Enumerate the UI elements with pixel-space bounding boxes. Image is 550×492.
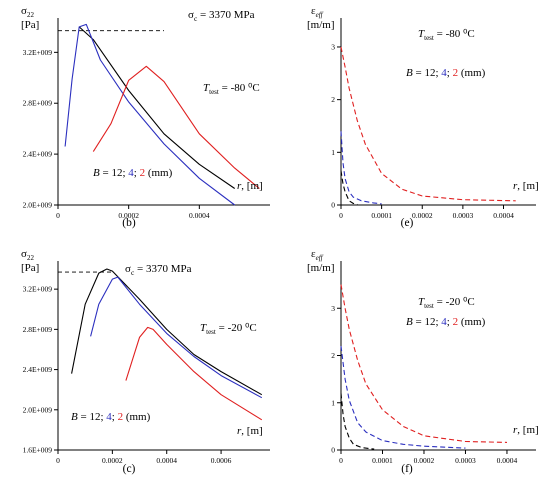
series-legend: B = 12; 4; 2 (mm) [93,167,173,179]
x-tick-label: 0.0006 [211,456,232,465]
subfigure-label: (e) [401,217,414,229]
x-tick-label: 0 [56,211,60,220]
y-tick-label: 2 [331,95,335,104]
y-tick-label: 3 [331,304,335,313]
legend-item-12: 12 [111,167,122,179]
y-tick-label: 2.4E+009 [23,150,53,159]
series-line-b2 [340,284,508,443]
test-temperature-label: Ttest = -80 ⁰C [418,28,475,42]
x-tick-label: 0.0001 [372,456,393,465]
series-line-b2 [92,65,260,189]
y-axis-label: εeff [311,248,324,262]
x-axis-label: r, [m] [513,180,539,192]
y-tick-label: 1.6E+009 [23,446,53,455]
series-legend: B = 12; 4; 2 (mm) [406,67,486,79]
x-tick-label: 0.0004 [493,211,514,220]
series-line-b4 [64,23,236,206]
y-axis-label: σ22 [21,5,34,19]
x-tick-label: 0.0001 [371,211,392,220]
series-line-b12 [71,268,263,396]
y-tick-label: 2.8E+009 [23,99,53,108]
legend-item-4: 4 [106,411,112,423]
x-axis-label: r, [m] [237,425,263,437]
x-tick-label: 0.0002 [412,211,433,220]
y-axis-unit: [Pa] [21,19,39,31]
y-tick-label: 0 [331,201,335,210]
x-tick-label: 0.0002 [414,456,435,465]
y-tick-label: 2.0E+009 [23,201,53,210]
test-temperature-label: Ttest = -20 ⁰C [200,322,257,336]
chart-panel-b: 2.0E+009 2.4E+009 2.8E+009 3.2E+009 0 0.0002 0… [21,5,270,229]
legend-item-2: 2 [453,316,459,328]
x-tick-label: 0.0002 [102,456,123,465]
test-temperature-label: Ttest = -80 ⁰C [203,82,260,96]
y-tick-label: 1 [331,148,335,157]
y-tick-label: 2 [331,351,335,360]
legend-item-2: 2 [453,67,459,79]
series-line-b4 [340,131,382,205]
legend-item-4: 4 [128,167,134,179]
y-axis-unit: [m/m] [307,262,335,274]
series-line-b12 [340,393,375,450]
legend-item-2: 2 [118,411,124,423]
subfigure-label: (b) [122,217,136,229]
series-line-b2 [125,326,263,421]
y-axis-unit: [Pa] [21,262,39,274]
series-line-b12 [340,170,358,206]
x-tick-label: 0 [56,456,60,465]
subfigure-label: (c) [123,463,136,475]
legend-item-4: 4 [441,67,447,79]
x-axis-label: r, [m] [237,180,263,192]
series-line-b4 [340,346,466,449]
legend-item-12: 12 [424,316,435,328]
legend-item-4: 4 [441,316,447,328]
series-legend: B = 12; 4; 2 (mm) [71,411,151,423]
critical-stress-label: σc = 3370 MPa [188,9,255,23]
series-line-b4 [90,276,263,399]
y-axis-unit: [m/m] [307,19,335,31]
series-legend: B = 12; 4; 2 (mm) [406,316,486,328]
x-tick-label: 0.0003 [453,211,474,220]
y-tick-label: 2.0E+009 [23,405,53,414]
x-tick-label: 0 [339,456,343,465]
chart-panel-c: 1.6E+009 2.0E+009 2.4E+009 2.8E+009 3.2E+009… [21,248,270,475]
series-line-b2 [340,46,516,202]
legend-item-12: 12 [89,411,100,423]
y-tick-label: 2.4E+009 [23,365,53,374]
legend-item-2: 2 [140,167,146,179]
x-tick-label: 0.0004 [189,211,210,220]
y-tick-label: 1 [331,398,335,407]
x-tick-label: 0.0002 [118,211,139,220]
x-tick-label: 0.0003 [455,456,476,465]
x-tick-label: 0.0004 [497,456,518,465]
test-temperature-label: Ttest = -20 ⁰C [418,296,475,310]
series-line-b12 [78,26,236,189]
x-tick-label: 0 [339,211,343,220]
y-tick-label: 2.8E+009 [23,325,53,334]
y-axis-label: σ22 [21,248,34,262]
x-axis-label: r, [m] [513,424,539,436]
legend-item-12: 12 [424,67,435,79]
x-tick-label: 0.0004 [156,456,177,465]
critical-stress-label: σc = 3370 MPa [125,263,192,277]
y-tick-label: 3.2E+009 [23,285,53,294]
y-axis-label: εeff [311,5,324,19]
y-tick-label: 0 [331,446,335,455]
subfigure-label: (f) [401,463,413,475]
y-tick-label: 3.2E+009 [23,48,53,57]
y-tick-label: 3 [331,42,335,51]
